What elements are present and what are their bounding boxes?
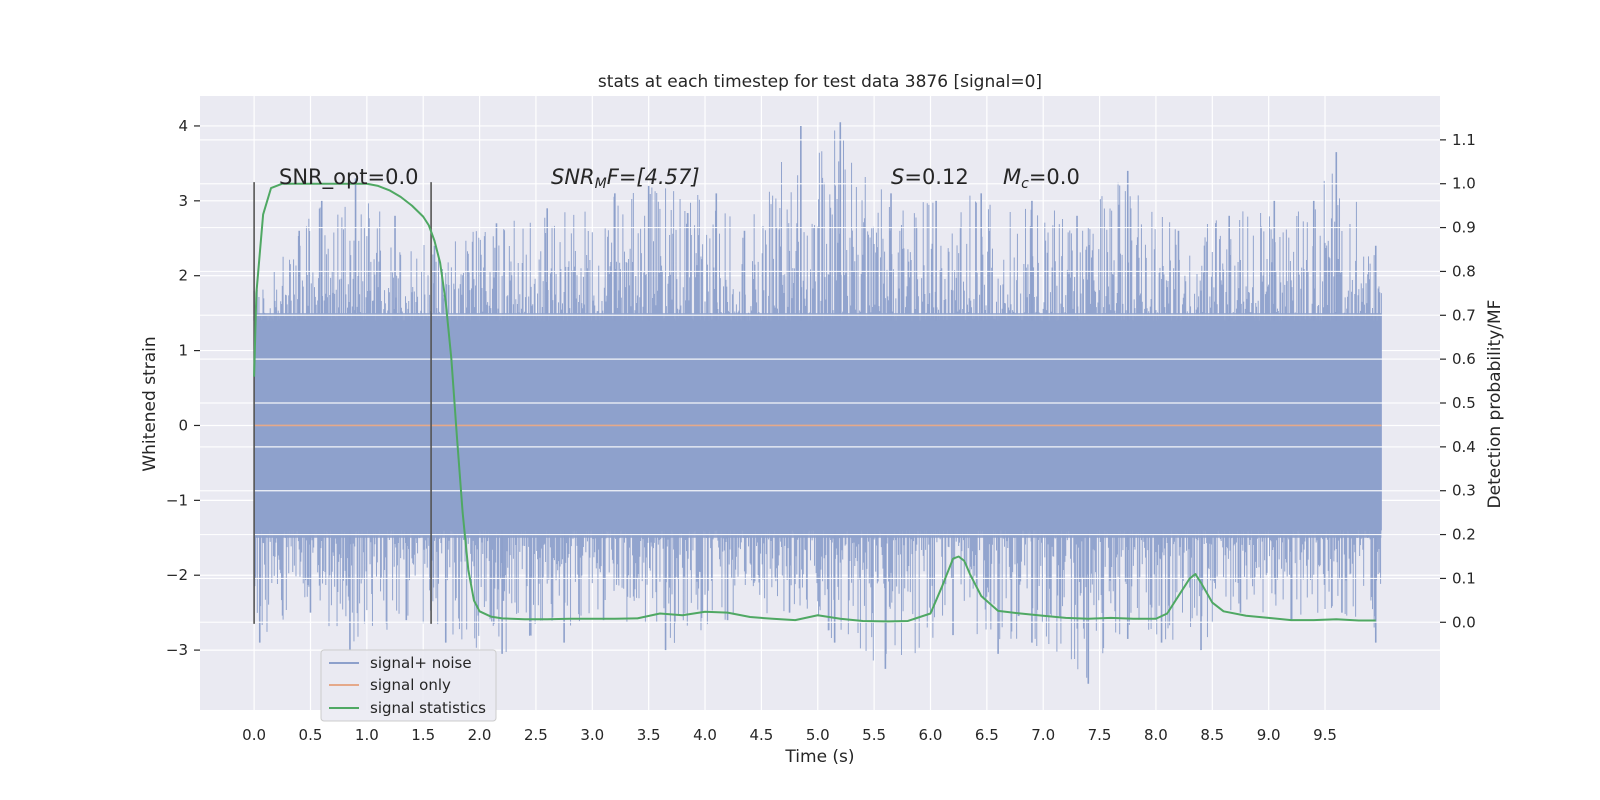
x-tick-label: 4.0 (693, 726, 717, 744)
x-tick-label: 7.0 (1031, 726, 1055, 744)
annotation-snr-opt: SNR_opt=0.0 (279, 165, 419, 190)
x-tick-label: 5.5 (862, 726, 886, 744)
x-tick-label: 9.0 (1257, 726, 1281, 744)
x-tick-label: 0.0 (242, 726, 266, 744)
x-tick-label: 8.0 (1144, 726, 1168, 744)
chart-title: stats at each timestep for test data 387… (598, 72, 1042, 92)
y-right-tick-label: 0.7 (1452, 306, 1476, 324)
y-right-tick-label: 0.5 (1452, 394, 1476, 412)
annotation-mc: Mc=0.0 (1003, 165, 1080, 192)
y-left-tick-label: −3 (166, 641, 188, 659)
x-tick-label: 2.0 (468, 726, 492, 744)
y-right-tick-label: 0.6 (1452, 350, 1476, 368)
y-left-tick-label: 0 (178, 416, 188, 434)
vertical-markers (253, 182, 432, 624)
x-tick-label: 3.0 (580, 726, 604, 744)
x-tick-label: 3.5 (637, 726, 661, 744)
legend: signal+ noise signal only signal statist… (320, 649, 497, 722)
annotation-snr-mf: SNRMF=[4.57] (551, 165, 700, 192)
x-tick-label: 8.5 (1200, 726, 1224, 744)
x-tick-label: 5.0 (806, 726, 830, 744)
x-axis-label: Time (s) (784, 747, 854, 767)
signal-statistics-line (253, 182, 1376, 623)
legend-label-signal-only: signal only (370, 676, 451, 694)
y-right-tick-label: 0.2 (1452, 526, 1476, 544)
x-tick-label: 0.5 (299, 726, 323, 744)
y-left-tick-label: 3 (178, 192, 188, 210)
y-left-tick-label: −2 (166, 566, 188, 584)
legend-box (320, 649, 497, 722)
x-tick-label: 6.0 (919, 726, 943, 744)
y-left-tick-label: 2 (178, 267, 188, 285)
y-right-tick-label: 0.9 (1452, 219, 1476, 237)
y-right-tick-label: 0.8 (1452, 262, 1476, 280)
y-left-tick-label: −1 (166, 491, 188, 509)
x-tick-label: 4.5 (749, 726, 773, 744)
y-left-tick-label: 1 (178, 342, 188, 360)
y-left-axis-label: Whitened strain (140, 336, 160, 471)
y-right-tick-label: 0.4 (1452, 438, 1476, 456)
y-right-tick-label: 0.0 (1452, 613, 1476, 631)
x-tick-label: 7.5 (1088, 726, 1112, 744)
signal-statistics-series (253, 182, 1376, 623)
legend-label-signal-noise: signal+ noise (370, 654, 472, 672)
y-right-tick-label: 0.3 (1452, 482, 1476, 500)
x-tick-label: 1.5 (411, 726, 435, 744)
x-tick-label: 1.0 (355, 726, 379, 744)
y-left-tick-label: 4 (178, 117, 188, 135)
right-axis-grid (200, 139, 1440, 623)
legend-label-signal-statistics: signal statistics (370, 699, 486, 717)
y-right-tick-label: 1.1 (1452, 131, 1476, 149)
y-right-tick-label: 1.0 (1452, 175, 1476, 193)
x-tick-label: 9.5 (1313, 726, 1337, 744)
y-right-tick-label: 0.1 (1452, 569, 1476, 587)
annotation-s: S=0.12 (891, 165, 969, 189)
x-tick-label: 6.5 (975, 726, 999, 744)
y-left-tick-labels: 4 3 2 1 0 −1 −2 −3 (166, 117, 200, 659)
x-tick-label: 2.5 (524, 726, 548, 744)
y-right-axis-label: Detection probability/MF (1485, 300, 1505, 509)
x-tick-labels: 0.0 0.5 1.0 1.5 2.0 2.5 3.0 3.5 4.0 4.5 5.0 5.5 6.0 6… (242, 726, 1337, 744)
y-right-tick-labels: 1.1 1.0 0.9 0.8 0.7 0.6 0.5 0.4 0.3 0.2 0.1 0.0 (1440, 131, 1476, 631)
